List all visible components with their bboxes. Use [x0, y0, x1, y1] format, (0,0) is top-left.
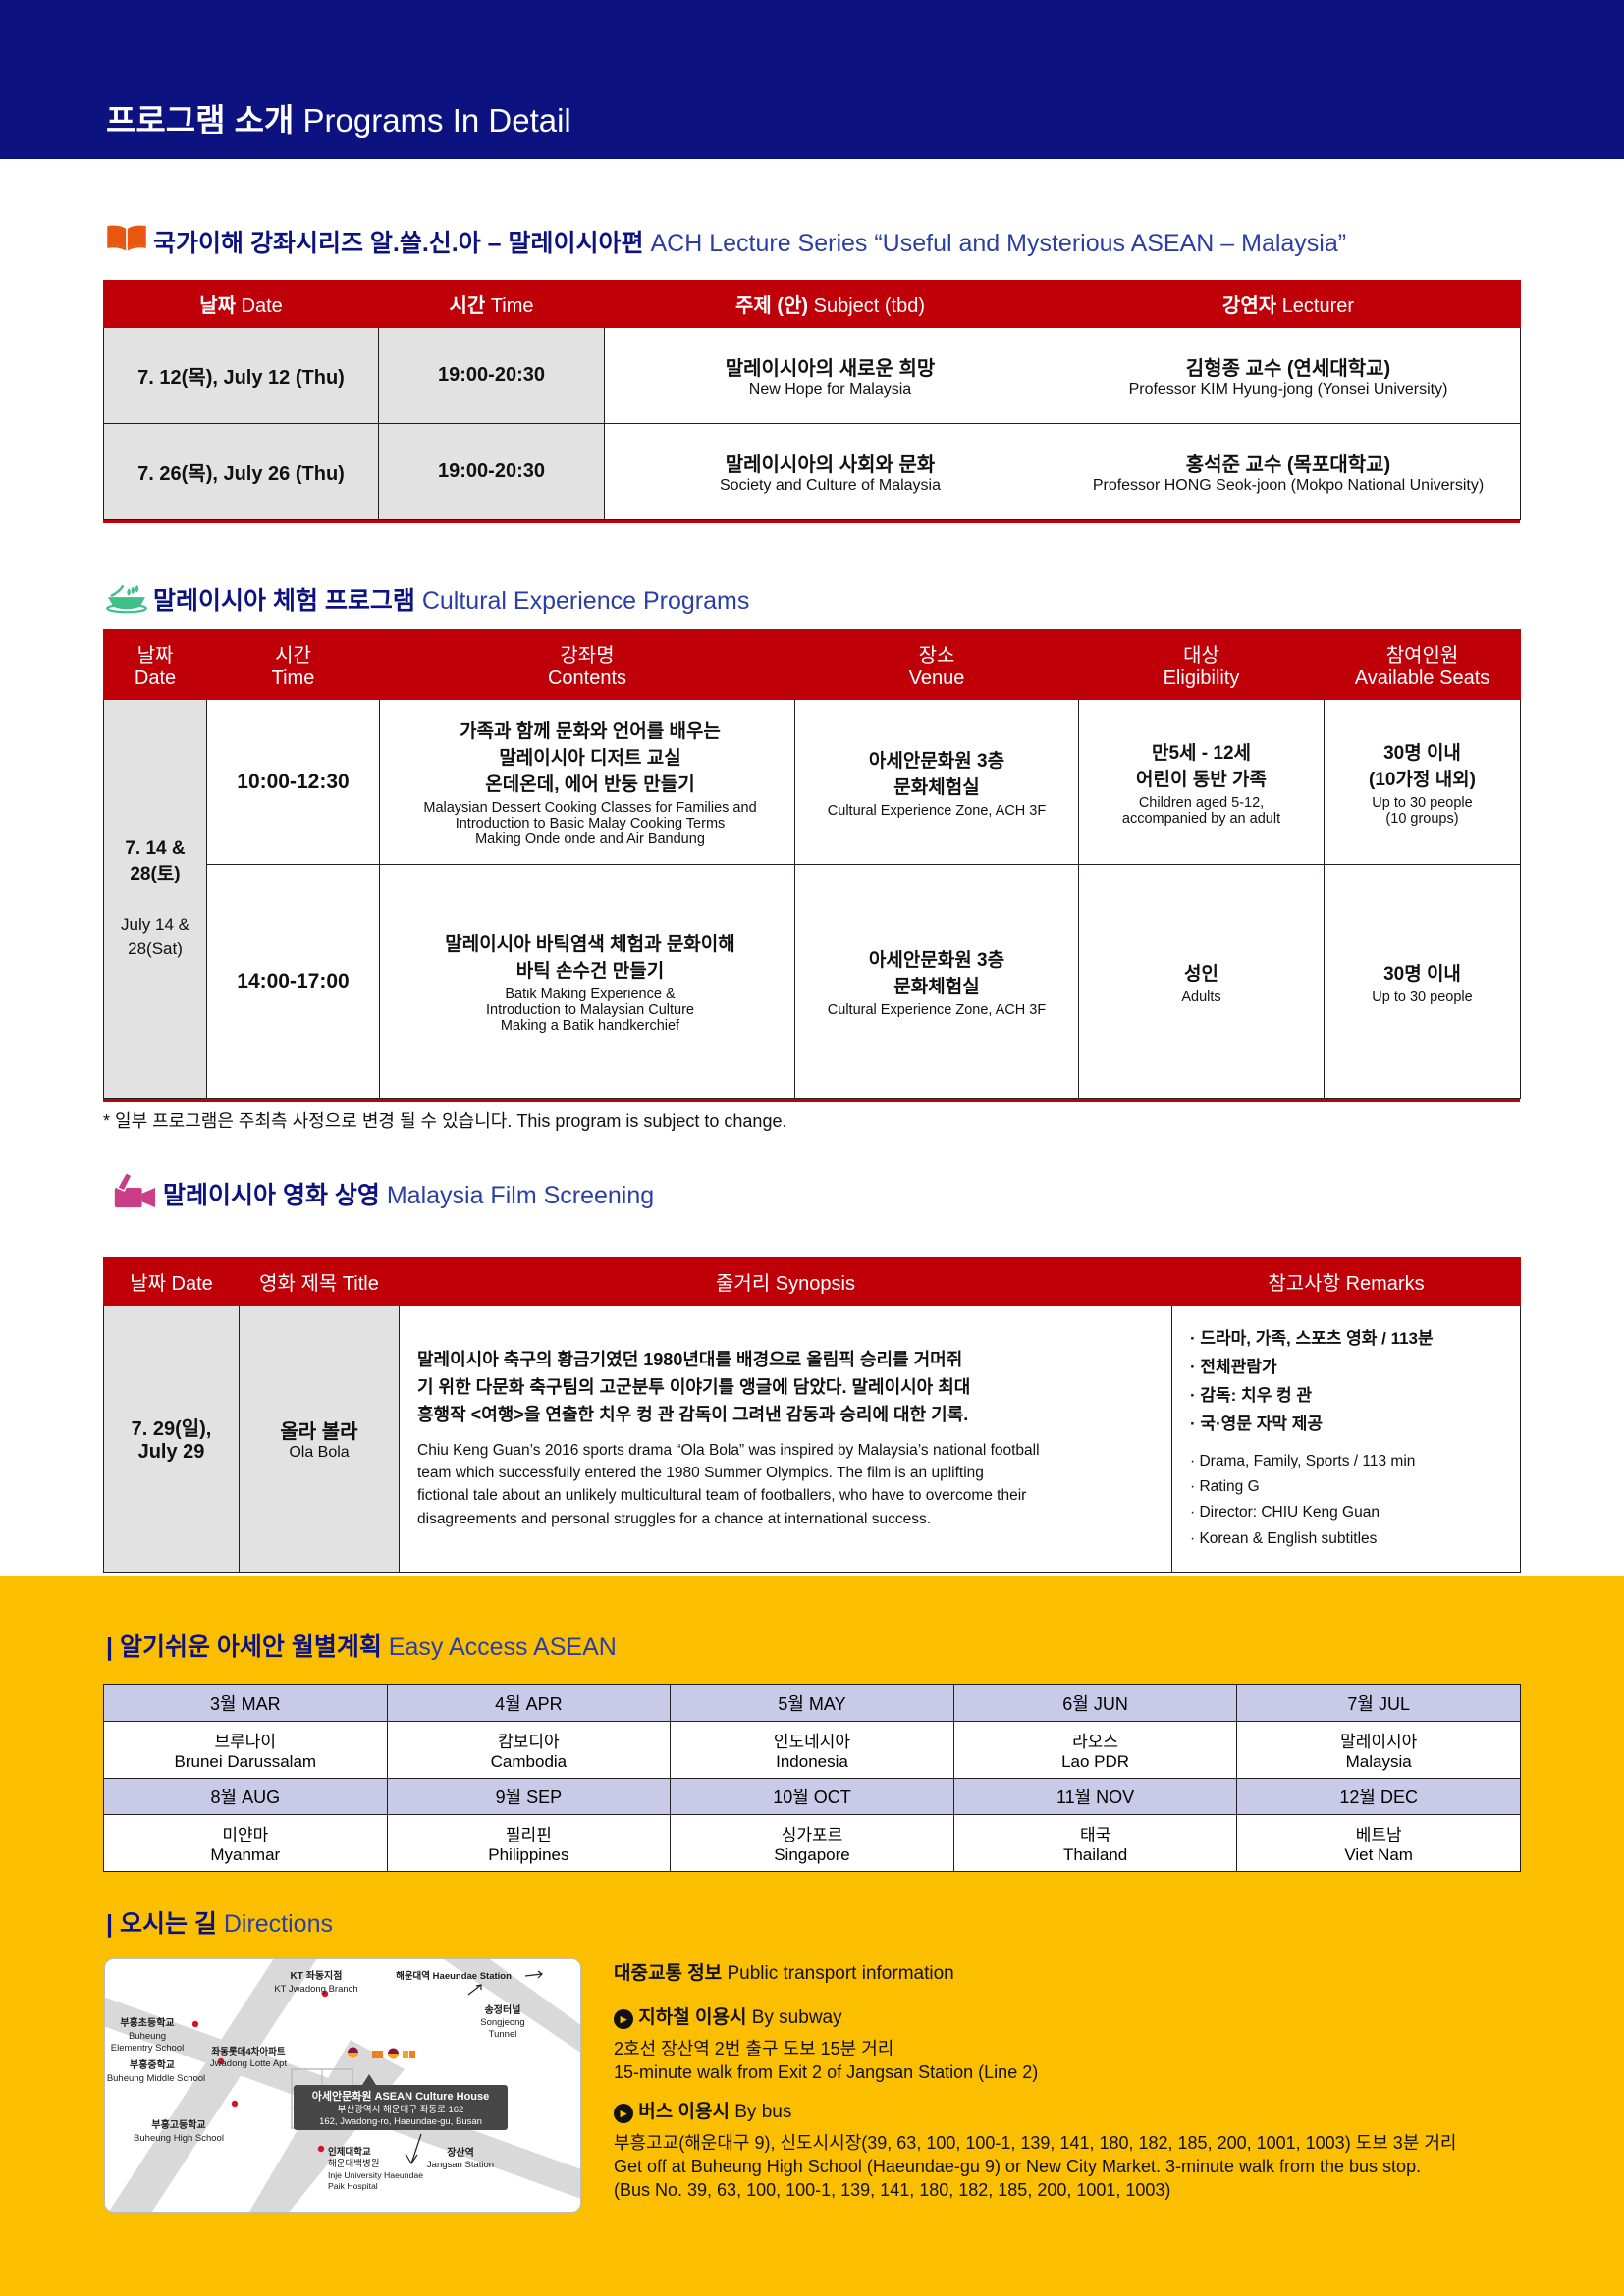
- svg-text:부흥고등학교: 부흥고등학교: [151, 2118, 205, 2131]
- svg-text:부산광역시 해운대구 좌동로 162: 부산광역시 해운대구 좌동로 162: [338, 2104, 464, 2115]
- svg-text:해운대역 Haeundae Station: 해운대역 Haeundae Station: [396, 1970, 512, 1982]
- svg-text:Paik Hospital: Paik Hospital: [328, 2181, 378, 2191]
- svg-text:아세안문화원 ASEAN Culture House: 아세안문화원 ASEAN Culture House: [312, 2089, 490, 2103]
- svg-text:부흥초등학교: 부흥초등학교: [120, 2016, 174, 2029]
- svg-text:162, Jwadong-ro, Haeundae-gu,: 162, Jwadong-ro, Haeundae-gu, Busan: [319, 2116, 482, 2127]
- svg-text:인제대학교: 인제대학교: [328, 2146, 371, 2158]
- svg-text:KT 좌동지점: KT 좌동지점: [291, 1969, 343, 1982]
- svg-text:Buheung: Buheung: [129, 2031, 166, 2042]
- svg-text:Jangsan Station: Jangsan Station: [427, 2160, 494, 2170]
- svg-text:해운대백병원: 해운대백병원: [328, 2158, 379, 2169]
- svg-text:Buheung High School: Buheung High School: [134, 2133, 224, 2144]
- svg-text:좌동롯데4차아파트: 좌동롯데4차아파트: [211, 2046, 285, 2057]
- svg-text:부흥중학교: 부흥중학교: [130, 2058, 175, 2071]
- svg-text:Buheung Middle School: Buheung Middle School: [107, 2073, 205, 2084]
- svg-text:Inje University Haeundae: Inje University Haeundae: [328, 2170, 423, 2180]
- svg-text:장산역: 장산역: [447, 2146, 474, 2159]
- svg-text:Elementry School: Elementry School: [111, 2043, 184, 2054]
- svg-text:KT Jwadong Branch: KT Jwadong Branch: [274, 1984, 357, 1995]
- svg-text:Songjeong: Songjeong: [480, 2017, 524, 2028]
- svg-text:송정터널: 송정터널: [485, 2003, 521, 2016]
- svg-text:Tunnel: Tunnel: [489, 2029, 517, 2040]
- svg-text:Jwadong Lotte Apt: Jwadong Lotte Apt: [210, 2058, 288, 2069]
